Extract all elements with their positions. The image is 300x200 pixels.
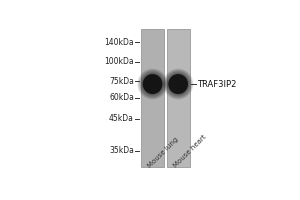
Text: TRAF3IP2: TRAF3IP2 xyxy=(197,80,236,89)
Ellipse shape xyxy=(141,72,164,96)
Text: 140kDa: 140kDa xyxy=(104,38,134,47)
Text: 60kDa: 60kDa xyxy=(109,93,134,102)
Ellipse shape xyxy=(167,73,189,95)
Ellipse shape xyxy=(137,69,168,99)
Bar xyxy=(141,29,164,167)
Ellipse shape xyxy=(138,70,167,99)
Bar xyxy=(167,29,190,167)
Ellipse shape xyxy=(166,71,191,97)
Text: 100kDa: 100kDa xyxy=(104,57,134,66)
Ellipse shape xyxy=(163,69,194,99)
Ellipse shape xyxy=(139,70,166,98)
Text: 35kDa: 35kDa xyxy=(109,146,134,155)
Ellipse shape xyxy=(140,71,165,97)
Ellipse shape xyxy=(167,72,190,96)
Text: 75kDa: 75kDa xyxy=(109,77,134,86)
Ellipse shape xyxy=(143,74,163,94)
Text: Mouse lung: Mouse lung xyxy=(147,136,180,169)
Ellipse shape xyxy=(142,73,164,95)
Text: Mouse heart: Mouse heart xyxy=(173,134,208,169)
Ellipse shape xyxy=(164,70,193,99)
Ellipse shape xyxy=(165,70,192,98)
Text: 45kDa: 45kDa xyxy=(109,114,134,123)
Ellipse shape xyxy=(168,74,188,94)
